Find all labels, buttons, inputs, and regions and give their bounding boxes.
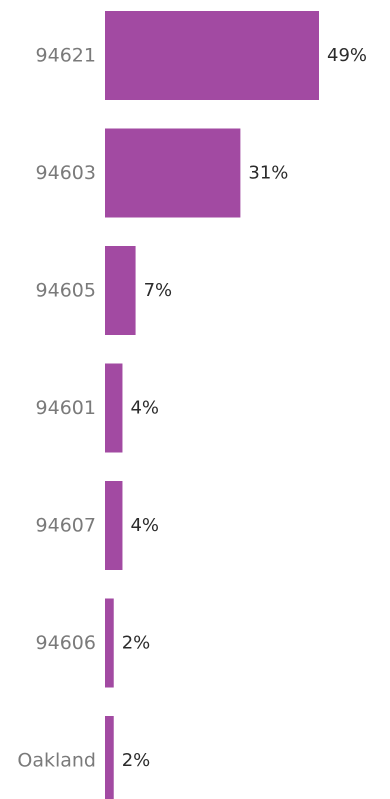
value-label: 2%	[122, 750, 151, 771]
value-label: 2%	[122, 633, 151, 654]
category-label: 94621	[36, 45, 96, 67]
value-label: 31%	[248, 163, 288, 184]
bar-94607	[105, 481, 123, 570]
value-labels-group: 49% 31% 7% 4% 4% 2% 2%	[122, 45, 367, 771]
value-label: 7%	[144, 280, 173, 301]
category-label: 94606	[36, 632, 96, 654]
category-label: 94607	[36, 515, 96, 537]
bars-group	[105, 11, 319, 799]
category-label: 94605	[36, 280, 96, 302]
bar-94603	[105, 128, 241, 218]
bar-94606	[105, 598, 114, 688]
value-label: 4%	[130, 398, 159, 419]
value-label: 49%	[327, 45, 367, 66]
category-label: 94601	[36, 397, 96, 419]
category-label: Oakland	[17, 750, 96, 772]
bar-94621	[105, 11, 319, 100]
bar-94605	[105, 246, 136, 335]
bar-oakland	[105, 716, 114, 799]
category-label: 94603	[36, 162, 96, 184]
value-label: 4%	[130, 515, 159, 536]
bar-94601	[105, 363, 123, 453]
category-labels-group: 94621 94603 94605 94601 94607 94606 Oakland	[17, 45, 96, 772]
